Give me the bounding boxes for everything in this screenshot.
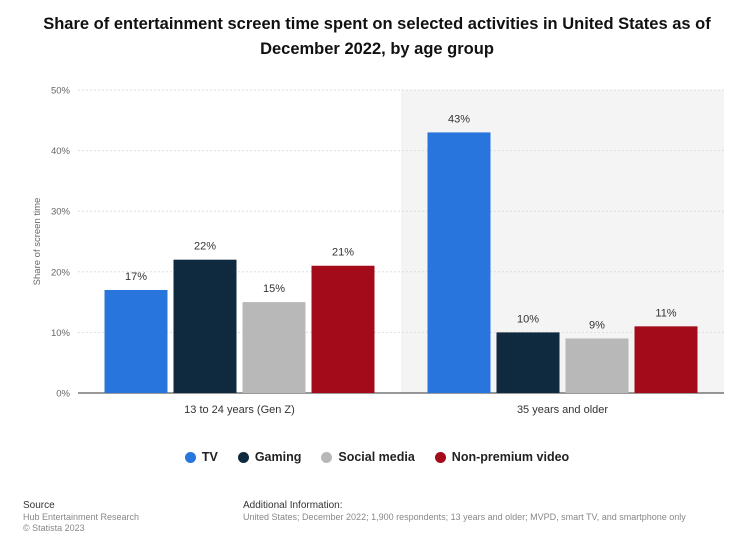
legend-item-gaming[interactable]: Gaming — [237, 450, 302, 464]
copyright: © Statista 2023 — [23, 523, 85, 533]
chart-title: Share of entertainment screen time spent… — [43, 15, 711, 58]
y-tick-label: 0% — [56, 389, 70, 400]
legend-item-non-premium-video[interactable]: Non-premium video — [434, 450, 570, 464]
bar — [427, 132, 491, 394]
bar-value-label: 43% — [448, 113, 470, 125]
bar-value-label: 10% — [517, 313, 539, 325]
bar — [242, 302, 306, 393]
legend-label-social-media: Social media — [338, 450, 415, 464]
x-tick-label: 13 to 24 years (Gen Z) — [184, 404, 295, 416]
bar-chart: 0% 10% 20% 30% 40% 50% Share of screen time 17%… — [32, 86, 724, 416]
legend-swatch-gaming — [237, 451, 249, 463]
legend-swatch-social-media — [321, 451, 333, 463]
legend-swatch-non-premium-video — [434, 451, 446, 463]
bar-value-label: 11% — [655, 307, 676, 319]
bar — [104, 289, 168, 393]
legend-swatch-tv — [184, 451, 196, 463]
additional-info-text: United States; December 2022; 1,900 resp… — [243, 511, 686, 522]
bar-value-label: 21% — [332, 247, 354, 259]
legend-item-tv[interactable]: TV — [184, 450, 218, 464]
bar — [565, 338, 629, 393]
legend: TV Gaming Social media Non-premium video — [0, 450, 754, 464]
additional-info-block: Additional Information: United States; D… — [243, 500, 686, 523]
y-tick-label: 20% — [51, 267, 71, 278]
bar-value-label: 22% — [194, 241, 216, 253]
x-tick-label: 35 years and older — [517, 404, 608, 416]
y-axis-label: Share of screen time — [32, 198, 43, 286]
bar-value-label: 9% — [589, 319, 605, 331]
source-block: Source Hub Entertainment Research © Stat… — [23, 500, 139, 535]
source-name[interactable]: Hub Entertainment Research — [23, 511, 140, 522]
bar-value-label: 17% — [125, 271, 147, 283]
y-tick-label: 50% — [51, 86, 71, 97]
y-tick-label: 40% — [51, 146, 71, 157]
bar — [634, 326, 698, 393]
bar — [173, 259, 237, 393]
legend-label-non-premium-video: Non-premium video — [451, 450, 570, 464]
y-tick-label: 10% — [51, 328, 71, 339]
bar-value-label: 15% — [263, 283, 285, 295]
legend-label-gaming: Gaming — [254, 450, 302, 464]
source-heading: Source — [23, 500, 55, 511]
y-tick-label: 30% — [51, 207, 71, 218]
legend-item-social-media[interactable]: Social media — [321, 450, 415, 464]
bar — [311, 265, 375, 393]
additional-info-heading: Additional Information: — [243, 500, 343, 511]
legend-label-tv: TV — [201, 450, 218, 464]
bar — [496, 332, 560, 393]
